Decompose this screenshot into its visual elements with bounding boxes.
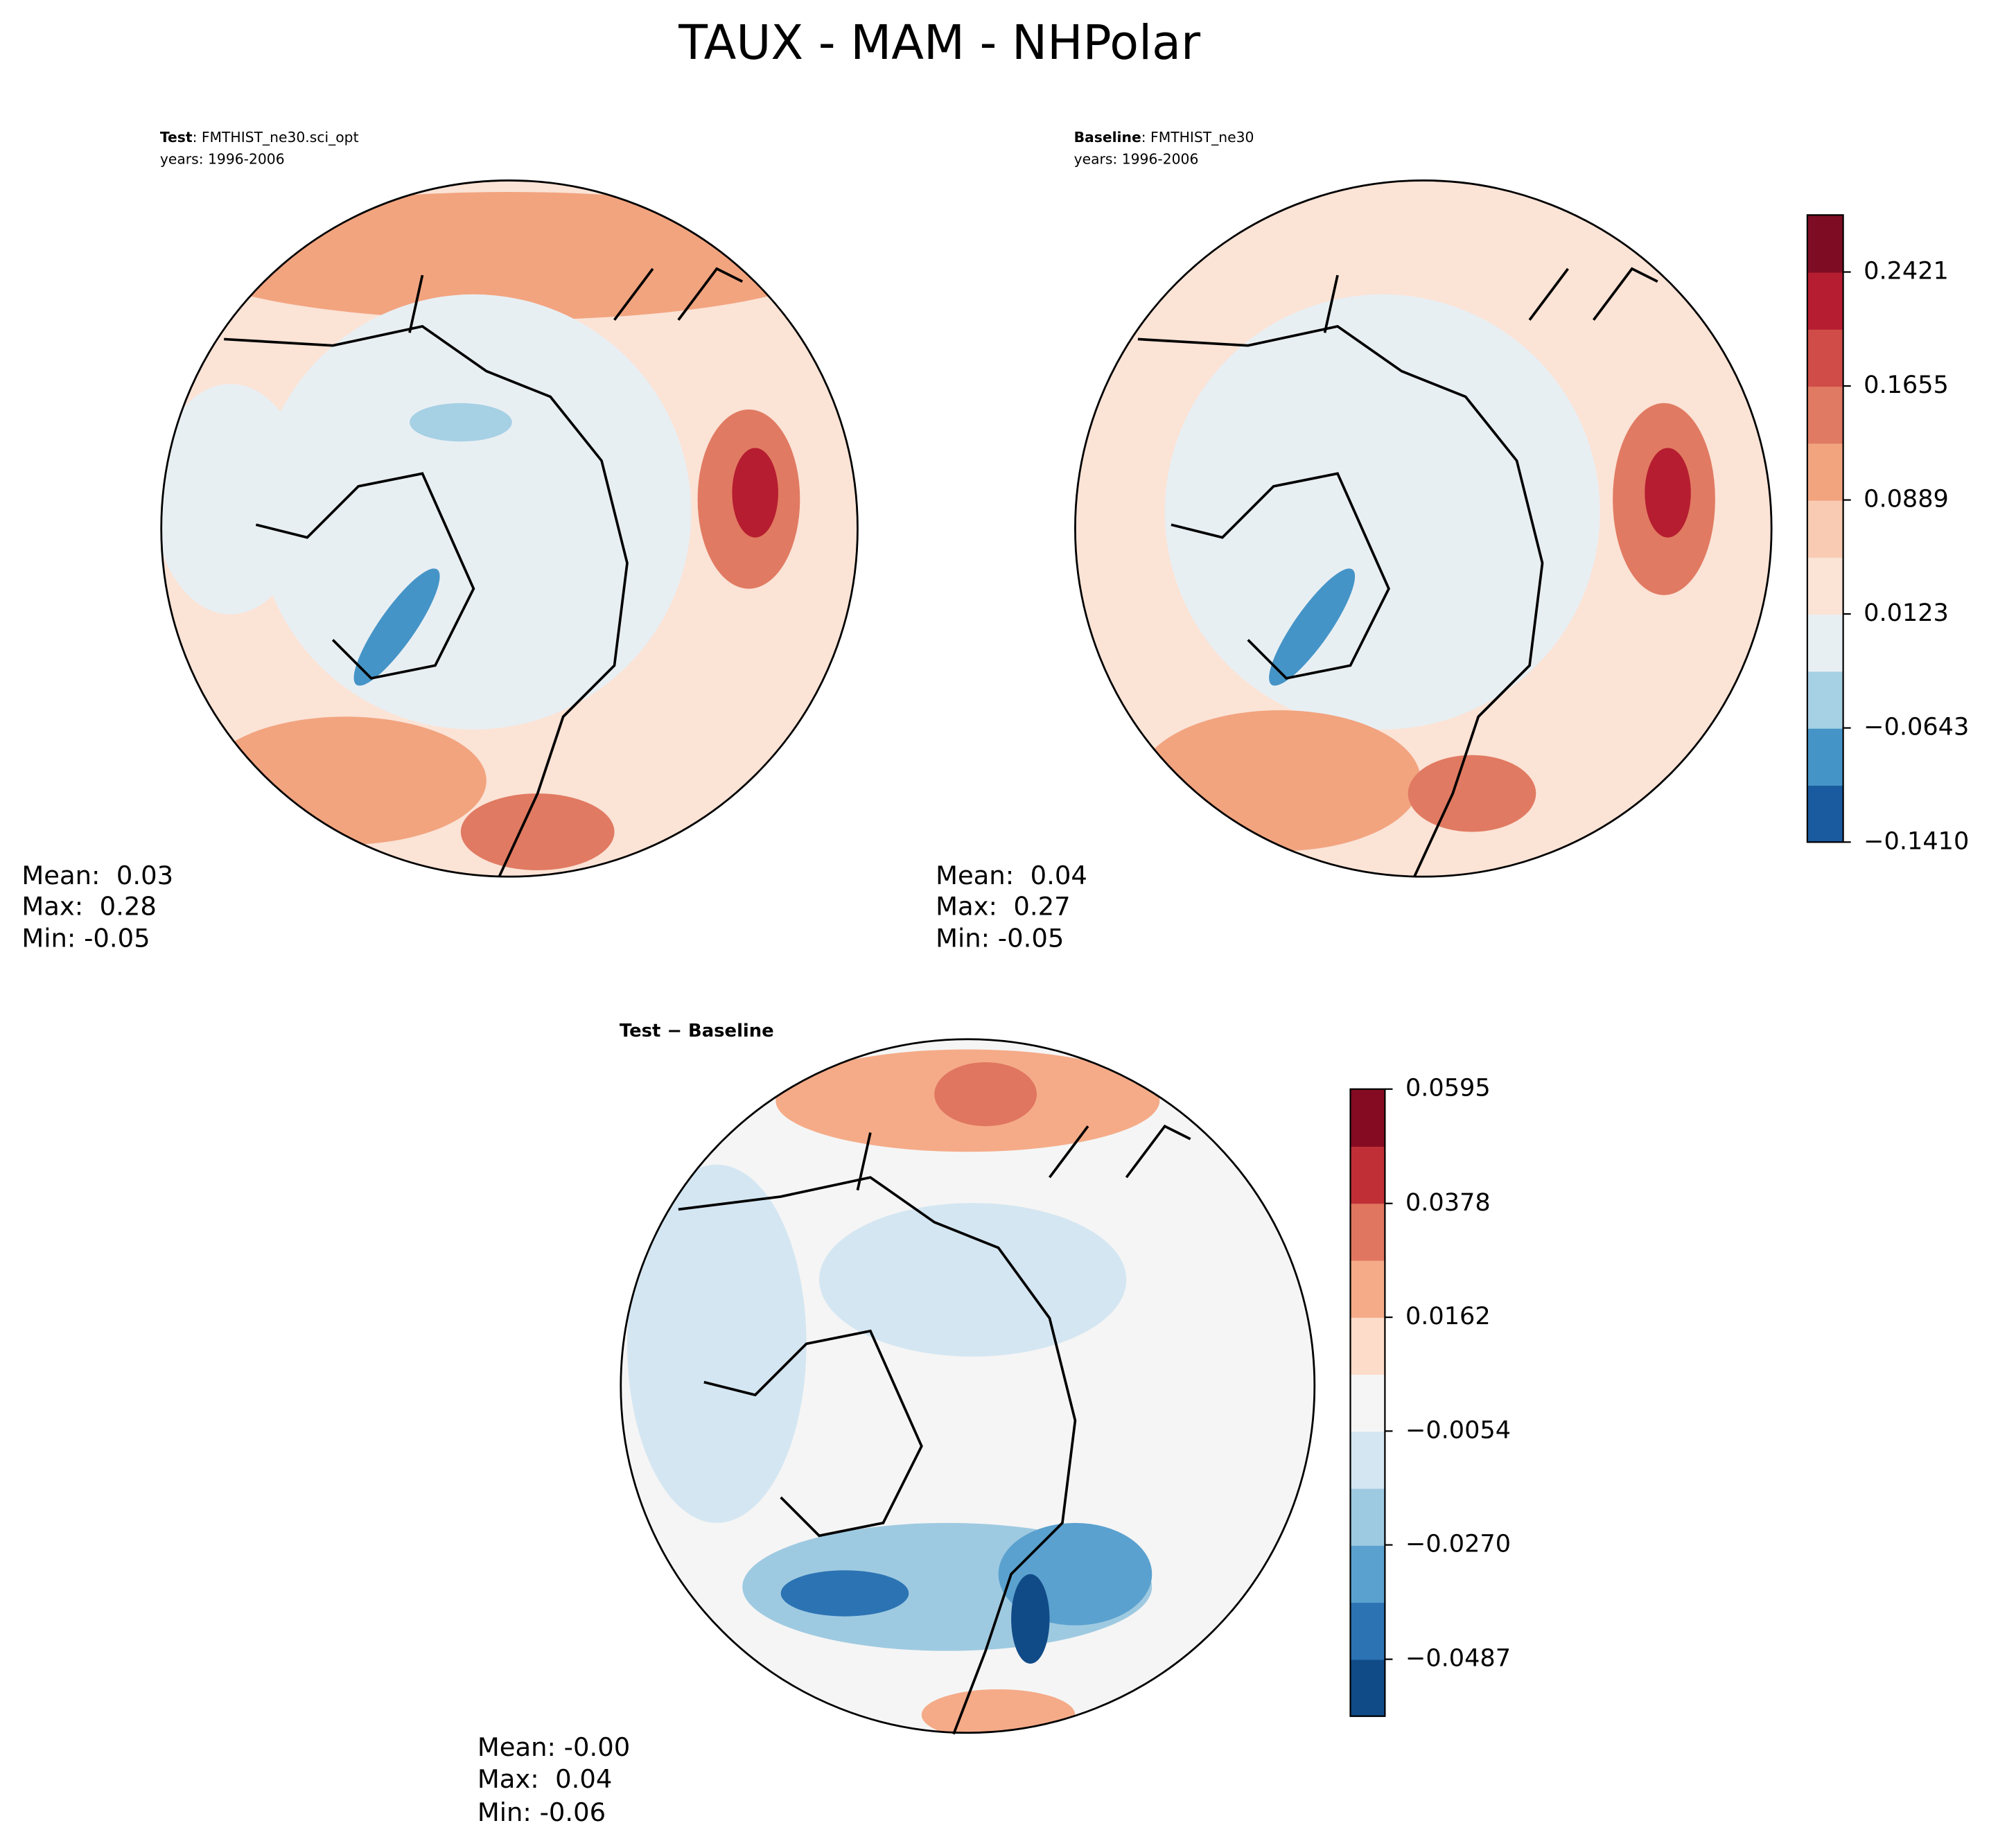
map — [161, 180, 858, 877]
stat: Min: -0.05 — [21, 924, 150, 953]
colorbar-band — [1350, 1545, 1385, 1603]
panel-years: years: 1996-2006 — [1074, 150, 1199, 167]
colorbar-band — [1807, 443, 1843, 501]
colorbar-tick-label: 0.1655 — [1864, 371, 1949, 399]
colorbar-band — [1807, 785, 1843, 843]
colorbar-band — [1807, 614, 1843, 672]
colorbar-band — [1807, 386, 1843, 444]
panel-years: years: 1996-2006 — [160, 150, 285, 167]
colorbar-tick-label: −0.0054 — [1405, 1416, 1511, 1444]
map — [1075, 180, 1772, 877]
colorbar-tick-label: −0.1410 — [1864, 827, 1969, 855]
colorbar-band — [1807, 328, 1843, 387]
colorbar-band — [1807, 500, 1843, 558]
colorbar-band — [1350, 1146, 1385, 1204]
stat: Max: 0.04 — [477, 1764, 612, 1794]
colorbar-band — [1350, 1089, 1385, 1147]
colorbar-band — [1350, 1260, 1385, 1318]
colorbar-band — [1807, 671, 1843, 729]
colorbar-band — [1350, 1374, 1385, 1432]
colorbar-frame — [1349, 1088, 1386, 1717]
colorbar-band — [1350, 1317, 1385, 1375]
colorbar-band — [1807, 728, 1843, 786]
stat: Min: -0.06 — [477, 1797, 606, 1827]
colorbar-band — [1350, 1602, 1385, 1660]
figure-title: TAUX - MAM - NHPolar — [678, 16, 1201, 71]
colorbar-band — [1807, 215, 1843, 273]
colorbar-band — [1807, 556, 1843, 615]
colorbar-band — [1350, 1659, 1385, 1717]
colorbar-tick-label: −0.0270 — [1405, 1530, 1511, 1558]
panel-label: Test − Baseline — [620, 1021, 774, 1041]
panel-label: Baseline: FMTHIST_ne30 — [1074, 129, 1254, 146]
colorbar-tick-label: 0.0378 — [1405, 1188, 1491, 1217]
colorbar-tick-label: −0.0487 — [1405, 1644, 1511, 1673]
colorbar-frame — [1806, 214, 1844, 843]
colorbar-tick-label: 0.0162 — [1405, 1302, 1491, 1330]
colorbar-band — [1350, 1431, 1385, 1489]
map — [620, 1039, 1315, 1733]
colorbar-tick-label: 0.2421 — [1864, 257, 1949, 285]
stat: Max: 0.28 — [21, 892, 156, 922]
colorbar-band — [1807, 272, 1843, 330]
stat: Mean: -0.00 — [477, 1732, 630, 1762]
colorbar-band — [1350, 1203, 1385, 1261]
colorbar-tick-label: 0.0595 — [1405, 1074, 1491, 1102]
stat: Min: -0.05 — [936, 924, 1064, 953]
colorbar-tick-label: 0.0123 — [1864, 599, 1949, 627]
colorbar-band — [1350, 1488, 1385, 1546]
stat: Mean: 0.04 — [936, 861, 1087, 890]
colorbar-tick-label: 0.0889 — [1864, 485, 1949, 513]
stat: Mean: 0.03 — [21, 861, 173, 890]
stat: Max: 0.27 — [936, 892, 1070, 922]
colorbar-tick-label: −0.0643 — [1864, 713, 1969, 741]
panel-label: Test: FMTHIST_ne30.sci_opt — [160, 129, 359, 146]
